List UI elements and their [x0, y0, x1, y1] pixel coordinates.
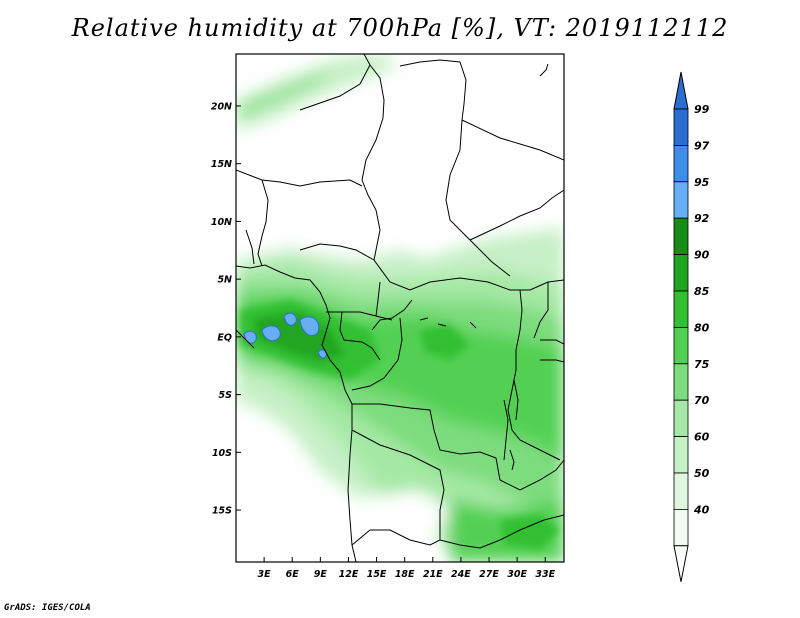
lat-tick-label: 10N — [211, 217, 232, 228]
colorbar-label: 40 — [693, 503, 710, 516]
lon-tick-label: 24E — [451, 569, 471, 580]
lon-tick-label: 27E — [479, 569, 499, 580]
map-title: Relative humidity at 700hPa [%], VT: 201… — [71, 14, 729, 42]
colorbar-top-arrow — [673, 71, 689, 110]
colorbar-label: 90 — [694, 249, 710, 262]
lon-tick-label: 3E — [258, 569, 272, 580]
colorbar-segment — [673, 472, 689, 510]
colorbar-segment — [673, 181, 689, 219]
colorbar-label: 97 — [694, 139, 710, 152]
lat-tick-label: 15N — [211, 159, 232, 170]
country-borders — [236, 54, 564, 562]
lon-tick-label: 21E — [423, 569, 443, 580]
colorbar-segment — [673, 290, 689, 328]
colorbar-segment — [673, 399, 689, 438]
lon-tick-label: 6E — [286, 569, 300, 580]
colorbar-label: 99 — [694, 103, 710, 116]
lon-tick-label: 18E — [395, 569, 415, 580]
colorbar-label: 75 — [694, 358, 710, 371]
lon-tick-label: 33E — [535, 569, 555, 580]
humidity-field — [236, 54, 564, 562]
lat-tick-label: 20N — [211, 101, 232, 112]
map-frame — [235, 53, 565, 563]
lat-tick-label: 5S — [219, 390, 233, 401]
lat-tick-label: EQ — [217, 332, 232, 343]
colorbar-segment — [673, 144, 689, 183]
colorbar-label: 80 — [694, 321, 710, 334]
lon-tick-label: 12E — [339, 569, 359, 580]
colorbar-segment — [673, 254, 689, 292]
axis-ticks: 20N 15N 10N 5N EQ 5S 10S 15S 3E 6E 9E 12E 15E 18E 21E 2… — [211, 101, 556, 580]
colorbar-segment — [673, 508, 689, 547]
colorbar-label: 60 — [694, 431, 710, 444]
lon-tick-label: 15E — [367, 569, 387, 580]
colorbar-segment — [673, 217, 689, 255]
lon-tick-label: 30E — [507, 569, 527, 580]
colorbar-label: 92 — [694, 212, 710, 225]
colorbar-bottom-arrow — [673, 545, 689, 582]
colorbar-label: 70 — [694, 394, 710, 407]
colorbar-segment — [673, 326, 689, 365]
colorbar-label: 50 — [694, 467, 710, 480]
colorbar-segment — [673, 436, 689, 474]
lat-tick-label: 10S — [212, 448, 232, 459]
lat-tick-label: 15S — [212, 506, 232, 517]
colorbar-segment — [673, 108, 689, 146]
colorbar: 99 97 95 92 90 85 80 75 70 60 50 40 — [673, 71, 710, 582]
lon-tick-label: 9E — [314, 569, 328, 580]
colorbar-label: 85 — [694, 285, 710, 298]
colorbar-label: 95 — [694, 176, 710, 189]
grads-credit: GrADS: IGES/COLA — [4, 603, 91, 613]
lat-tick-label: 5N — [217, 275, 232, 286]
colorbar-segment — [673, 363, 689, 401]
